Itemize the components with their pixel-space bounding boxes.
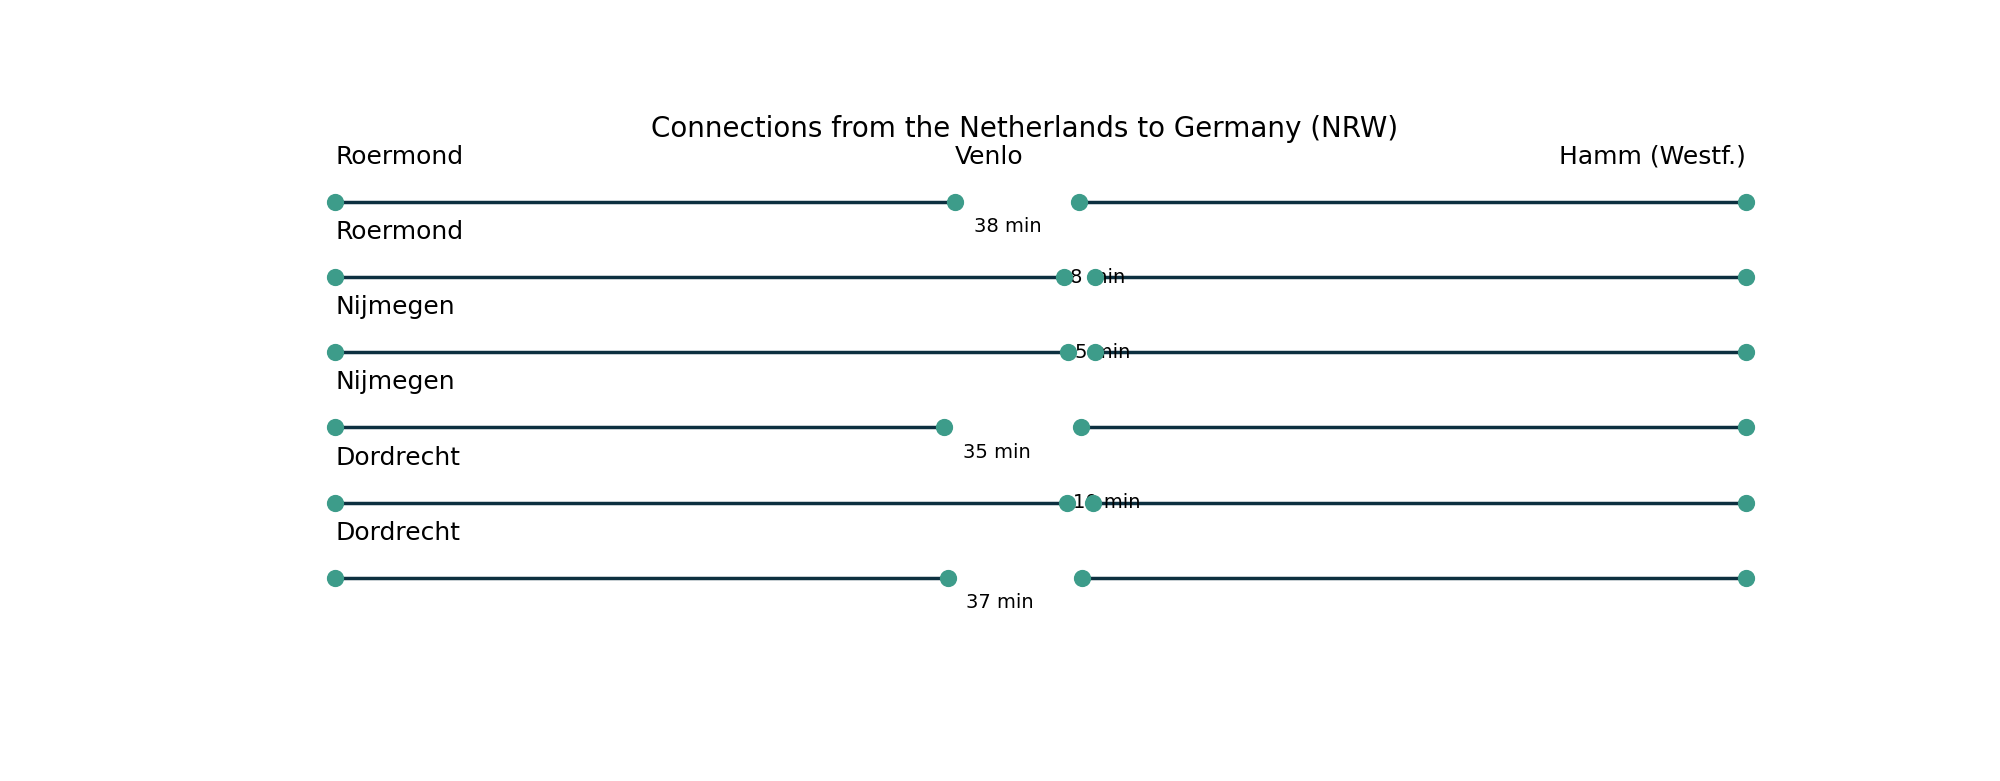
Text: Connections from the Netherlands to Germany (NRW): Connections from the Netherlands to Germ… — [652, 115, 1398, 143]
Text: Hamm (Westf.): Hamm (Westf.) — [1558, 145, 1746, 169]
Text: 37 min: 37 min — [966, 593, 1034, 612]
Point — [1078, 497, 1110, 509]
Point — [928, 421, 960, 433]
Text: 38 min: 38 min — [974, 217, 1042, 236]
Text: 5 min: 5 min — [1074, 343, 1130, 362]
Point — [1730, 497, 1762, 509]
Point — [1730, 572, 1762, 584]
Text: Roermond: Roermond — [336, 145, 464, 169]
Text: Nijmegen: Nijmegen — [336, 295, 454, 319]
Point — [1064, 196, 1096, 209]
Point — [1064, 421, 1096, 433]
Text: Venlo: Venlo — [956, 145, 1024, 169]
Text: Roermond: Roermond — [336, 220, 464, 244]
Point — [320, 271, 352, 284]
Point — [1066, 572, 1098, 584]
Point — [1052, 346, 1084, 358]
Point — [1730, 271, 1762, 284]
Point — [320, 196, 352, 209]
Point — [1050, 497, 1082, 509]
Point — [320, 421, 352, 433]
Text: 35 min: 35 min — [964, 443, 1030, 462]
Point — [320, 497, 352, 509]
Point — [1078, 271, 1110, 284]
Text: 8 min: 8 min — [1070, 268, 1126, 287]
Point — [940, 196, 972, 209]
Point — [1078, 346, 1110, 358]
Point — [320, 572, 352, 584]
Text: 10 min: 10 min — [1074, 493, 1140, 512]
Point — [320, 346, 352, 358]
Point — [1730, 346, 1762, 358]
Text: Dordrecht: Dordrecht — [336, 446, 460, 469]
Point — [1048, 271, 1080, 284]
Point — [1730, 196, 1762, 209]
Point — [932, 572, 964, 584]
Point — [1730, 421, 1762, 433]
Text: Dordrecht: Dordrecht — [336, 521, 460, 545]
Text: Nijmegen: Nijmegen — [336, 370, 454, 394]
